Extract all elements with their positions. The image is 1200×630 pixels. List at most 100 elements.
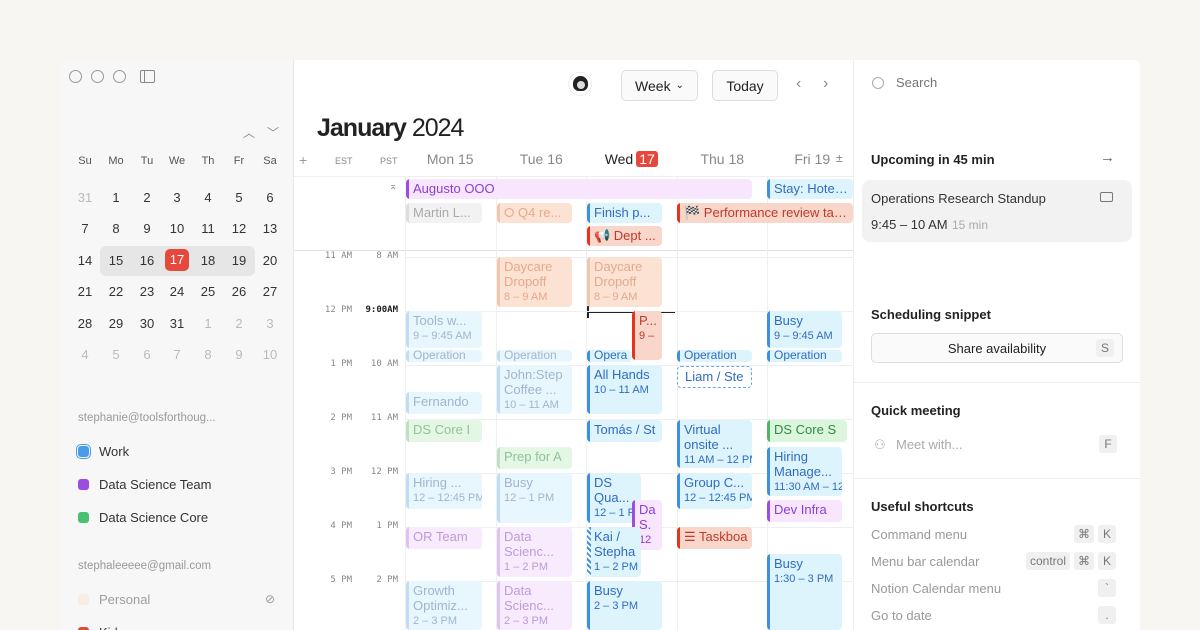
mini-day[interactable]: 22 [108, 284, 124, 300]
mini-day[interactable]: 4 [81, 347, 89, 362]
mail-icon[interactable] [1100, 192, 1113, 202]
mini-day[interactable]: 24 [169, 284, 185, 300]
calendar-event[interactable]: Operation [767, 350, 842, 362]
mini-day[interactable]: 30 [139, 315, 155, 331]
calendar-color-swatch[interactable] [78, 479, 89, 490]
mini-day[interactable]: 19 [231, 252, 247, 268]
calendar-event[interactable]: P... 9 – [632, 311, 662, 360]
calendar-event[interactable]: John:Step Coffee ... 10 – 11 AM [497, 365, 572, 414]
calendar-item-data-science-team[interactable]: Data Science Team [78, 477, 212, 492]
calendar-event[interactable]: Busy 1:30 – 3 PM [767, 554, 842, 630]
mini-day[interactable]: 18 [200, 252, 216, 268]
calendar-event[interactable]: All Hands 10 – 11 AM [587, 365, 662, 414]
calendar-color-swatch[interactable] [78, 627, 89, 630]
calendar-color-swatch[interactable] [78, 594, 89, 605]
calendar-item-data-science-core[interactable]: Data Science Core [78, 510, 208, 525]
mini-day[interactable]: 14 [77, 252, 93, 268]
calendar-event[interactable]: Kai / Stepha 1 – 2 PM [587, 527, 641, 577]
calendar-event[interactable]: 📢 Dept ... [587, 226, 662, 246]
view-select[interactable]: Week ⌄ [621, 70, 698, 101]
calendar-event[interactable]: Operation [406, 350, 482, 362]
window-close-button[interactable] [69, 70, 82, 83]
calendar-color-swatch[interactable] [76, 444, 91, 459]
calendar-event[interactable]: Opera [587, 350, 632, 362]
mini-day[interactable]: 6 [266, 190, 274, 205]
today-button[interactable]: Today [712, 70, 778, 101]
calendar-event[interactable]: Stay: Hotel P [767, 179, 853, 199]
mini-day[interactable]: 27 [262, 284, 278, 300]
day-header-4[interactable]: Fri 19 [767, 151, 853, 167]
mini-day[interactable]: 3 [266, 315, 274, 331]
next-month-icon[interactable]: ﹀ [267, 126, 280, 140]
calendar-event[interactable]: Busy 12 – 1 PM [497, 473, 572, 523]
mini-day[interactable]: 8 [112, 221, 120, 237]
share-availability-button[interactable]: Share availability S [871, 333, 1123, 363]
mini-day[interactable]: 23 [139, 284, 155, 300]
add-timezone-icon[interactable]: + [299, 152, 308, 168]
calendar-event[interactable]: Busy 2 – 3 PM [587, 581, 662, 630]
mini-day[interactable]: 29 [108, 315, 124, 331]
calendar-event[interactable]: Prep for A [497, 447, 572, 469]
mini-day[interactable]: 13 [262, 221, 278, 237]
sidebar-toggle-icon[interactable] [140, 70, 155, 83]
mini-day[interactable]: 31 [77, 190, 93, 205]
mini-day[interactable]: 10 [262, 347, 278, 362]
calendar-event[interactable]: Daycare Dropoff 8 – 9 AM [497, 257, 572, 307]
calendar-event[interactable]: Hiring ... 12 – 12:45 PM [406, 473, 482, 509]
calendar-event[interactable]: Finish p... [587, 203, 662, 223]
mini-day[interactable]: 7 [81, 221, 89, 237]
arrow-right-icon[interactable]: → [1100, 149, 1115, 166]
mini-day[interactable]: 31 [169, 315, 185, 331]
calendar-event[interactable]: DS Core S [767, 420, 847, 442]
collapse-allday-icon[interactable]: ⌅ [389, 181, 398, 192]
day-header-3[interactable]: Thu 18 [677, 151, 768, 167]
calendar-event[interactable]: Liam / Ste [677, 366, 752, 388]
calendar-event[interactable]: Tomás / St [587, 420, 662, 442]
mini-day[interactable]: 25 [200, 284, 216, 300]
mini-day[interactable]: 15 [108, 252, 124, 268]
calendar-item-kids[interactable]: Kids [78, 625, 124, 630]
calendar-event[interactable]: Virtual onsite ... 11 AM – 12 PM [677, 420, 752, 468]
calendar-event[interactable]: OR Team [406, 527, 482, 549]
calendar-event[interactable]: Fernando [406, 392, 482, 414]
calendar-item-work[interactable]: Work [76, 444, 129, 459]
mini-day[interactable]: 28 [77, 315, 93, 331]
prev-month-icon[interactable]: ︿ [243, 126, 256, 140]
calendar-event[interactable]: Data Scienc... 1 – 2 PM [497, 527, 572, 577]
calendar-event[interactable]: DS Core I [406, 420, 482, 442]
prev-week-icon[interactable]: ‹ [796, 75, 802, 92]
calendar-event[interactable]: Growth Optimiz... 2 – 3 PM [406, 581, 482, 630]
day-header-2[interactable]: Wed 17 [586, 151, 677, 167]
mini-day[interactable]: 5 [112, 347, 120, 362]
calendar-color-swatch[interactable] [78, 512, 89, 523]
mini-day[interactable]: 1 [204, 315, 212, 331]
calendar-event[interactable]: ⭘ Q4 re... [497, 203, 572, 223]
hidden-eye-icon[interactable]: ⊘ [265, 592, 276, 606]
calendar-event[interactable]: Tools w... 9 – 9:45 AM [406, 311, 482, 348]
mini-day[interactable]: 9 [143, 221, 151, 237]
mini-day[interactable]: 2 [235, 315, 243, 331]
calendar-event[interactable]: Data Scienc... 2 – 3 PM [497, 581, 572, 630]
day-header-0[interactable]: Mon 15 [405, 151, 496, 167]
mini-day[interactable]: 16 [139, 252, 155, 268]
mini-day[interactable]: 1 [112, 190, 120, 205]
upcoming-event-card[interactable]: Operations Research Standup 9:45 – 10 AM… [862, 180, 1132, 242]
expand-icon[interactable]: ± [836, 151, 843, 165]
search-input[interactable] [896, 75, 1072, 90]
calendar-event[interactable]: Operation [677, 350, 752, 362]
mini-day[interactable]: 8 [204, 347, 212, 362]
calendar-event[interactable]: Busy 9 – 9:45 AM [767, 311, 842, 348]
meet-with-input[interactable]: Meet with... [896, 437, 963, 452]
day-header-1[interactable]: Tue 16 [496, 151, 587, 167]
mini-day[interactable]: 2 [143, 190, 151, 205]
mini-day-today[interactable]: 17 [165, 248, 189, 271]
mini-day[interactable]: 12 [231, 221, 247, 237]
calendar-item-personal[interactable]: Personal [78, 592, 150, 607]
next-week-icon[interactable]: › [823, 75, 829, 92]
calendar-event[interactable]: Dev Infra [767, 500, 842, 522]
mini-day[interactable]: 6 [143, 347, 151, 362]
mini-day[interactable]: 11 [201, 221, 215, 237]
mini-day[interactable]: 3 [173, 190, 181, 205]
calendar-event[interactable]: 🏁 Performance review talks [677, 203, 853, 223]
avatar[interactable] [568, 72, 592, 96]
